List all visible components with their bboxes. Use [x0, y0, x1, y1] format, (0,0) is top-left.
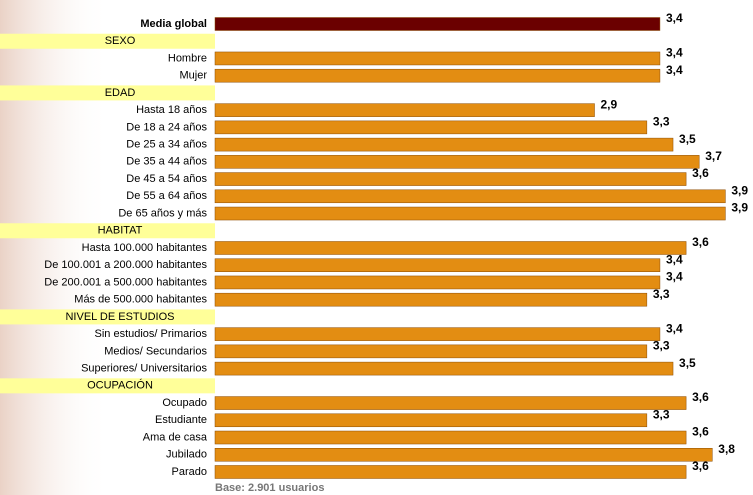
section-band [0, 85, 215, 101]
value-label: 3,4 [666, 11, 683, 25]
bar [214, 51, 661, 66]
bar [214, 396, 687, 410]
bar [214, 68, 661, 83]
category-label: Parado [172, 466, 207, 478]
value-label: 2,9 [601, 97, 618, 111]
value-label: 3,4 [666, 270, 683, 284]
value-label: 3,4 [666, 321, 683, 335]
bar [214, 172, 687, 186]
value-label: 3,3 [653, 339, 670, 353]
bar [214, 413, 648, 428]
category-label: Mujer [179, 70, 207, 82]
category-label: De 100.001 a 200.000 habitantes [44, 259, 207, 271]
bar [214, 137, 674, 152]
category-label: Hasta 18 años [136, 104, 207, 116]
category-label: Jubilado [166, 449, 207, 461]
category-label: De 45 a 54 años [126, 173, 207, 185]
section-label: OCUPACIÓN [87, 379, 153, 392]
bar [214, 120, 648, 135]
bar [214, 327, 661, 341]
value-label: 3,6 [692, 390, 709, 404]
bar [214, 448, 713, 462]
section-band [0, 223, 215, 239]
value-label: 3,6 [692, 235, 709, 249]
category-label: De 65 años y más [118, 207, 207, 219]
footnote: Base: 2.901 usuarios [215, 482, 324, 494]
bar [214, 465, 687, 479]
bar [214, 258, 661, 272]
category-label: Medios/ Secundarios [104, 345, 207, 357]
value-label: 3,3 [653, 407, 670, 421]
bar [214, 155, 700, 169]
category-label: Media global [140, 18, 207, 30]
section-band [0, 309, 215, 325]
section-label: SEXO [105, 35, 136, 47]
background [0, 0, 110, 495]
category-label: Superiores/ Universitarios [81, 363, 207, 375]
category-label: De 55 a 64 años [126, 190, 207, 202]
value-label: 3,3 [653, 115, 670, 129]
category-label: De 18 a 24 años [126, 121, 207, 133]
section-band [0, 33, 215, 49]
section-label: NIVEL DE ESTUDIOS [65, 311, 174, 323]
bar [214, 430, 687, 445]
value-label: 3,6 [692, 166, 709, 180]
category-label: Hombre [168, 52, 207, 64]
value-label: 3,8 [718, 442, 735, 456]
category-label: Más de 500.000 habitantes [74, 294, 207, 306]
value-label: 3,7 [705, 149, 722, 163]
bar [214, 206, 726, 221]
section-label: EDAD [105, 87, 136, 99]
value-label: 3,4 [666, 63, 683, 77]
category-label: Ocupado [162, 397, 207, 409]
value-label: 3,5 [679, 132, 696, 146]
value-label: 3,4 [666, 252, 683, 266]
bar [214, 275, 661, 290]
bar [214, 17, 661, 31]
category-label: De 25 a 34 años [126, 139, 207, 151]
value-label: 3,9 [731, 183, 748, 197]
value-label: 3,6 [692, 425, 709, 439]
section-label: HABITAT [98, 225, 143, 237]
category-label: Estudiante [155, 414, 207, 426]
category-label: Hasta 100.000 habitantes [82, 242, 208, 254]
bar [214, 241, 687, 255]
category-label: Ama de casa [143, 431, 208, 443]
bar [214, 103, 595, 117]
section-band [0, 378, 215, 394]
category-label: De 200.001 a 500.000 habitantes [44, 276, 207, 288]
bar [214, 361, 674, 376]
value-label: 3,6 [692, 459, 709, 473]
value-label: 3,5 [679, 356, 696, 370]
category-label: Sin estudios/ Primarios [95, 328, 208, 340]
bar [214, 189, 726, 204]
value-label: 3,9 [731, 201, 748, 215]
category-label: De 35 a 44 años [126, 156, 207, 168]
value-label: 3,4 [666, 46, 683, 60]
bar [214, 292, 648, 307]
bar [214, 344, 648, 359]
value-label: 3,3 [653, 287, 670, 301]
